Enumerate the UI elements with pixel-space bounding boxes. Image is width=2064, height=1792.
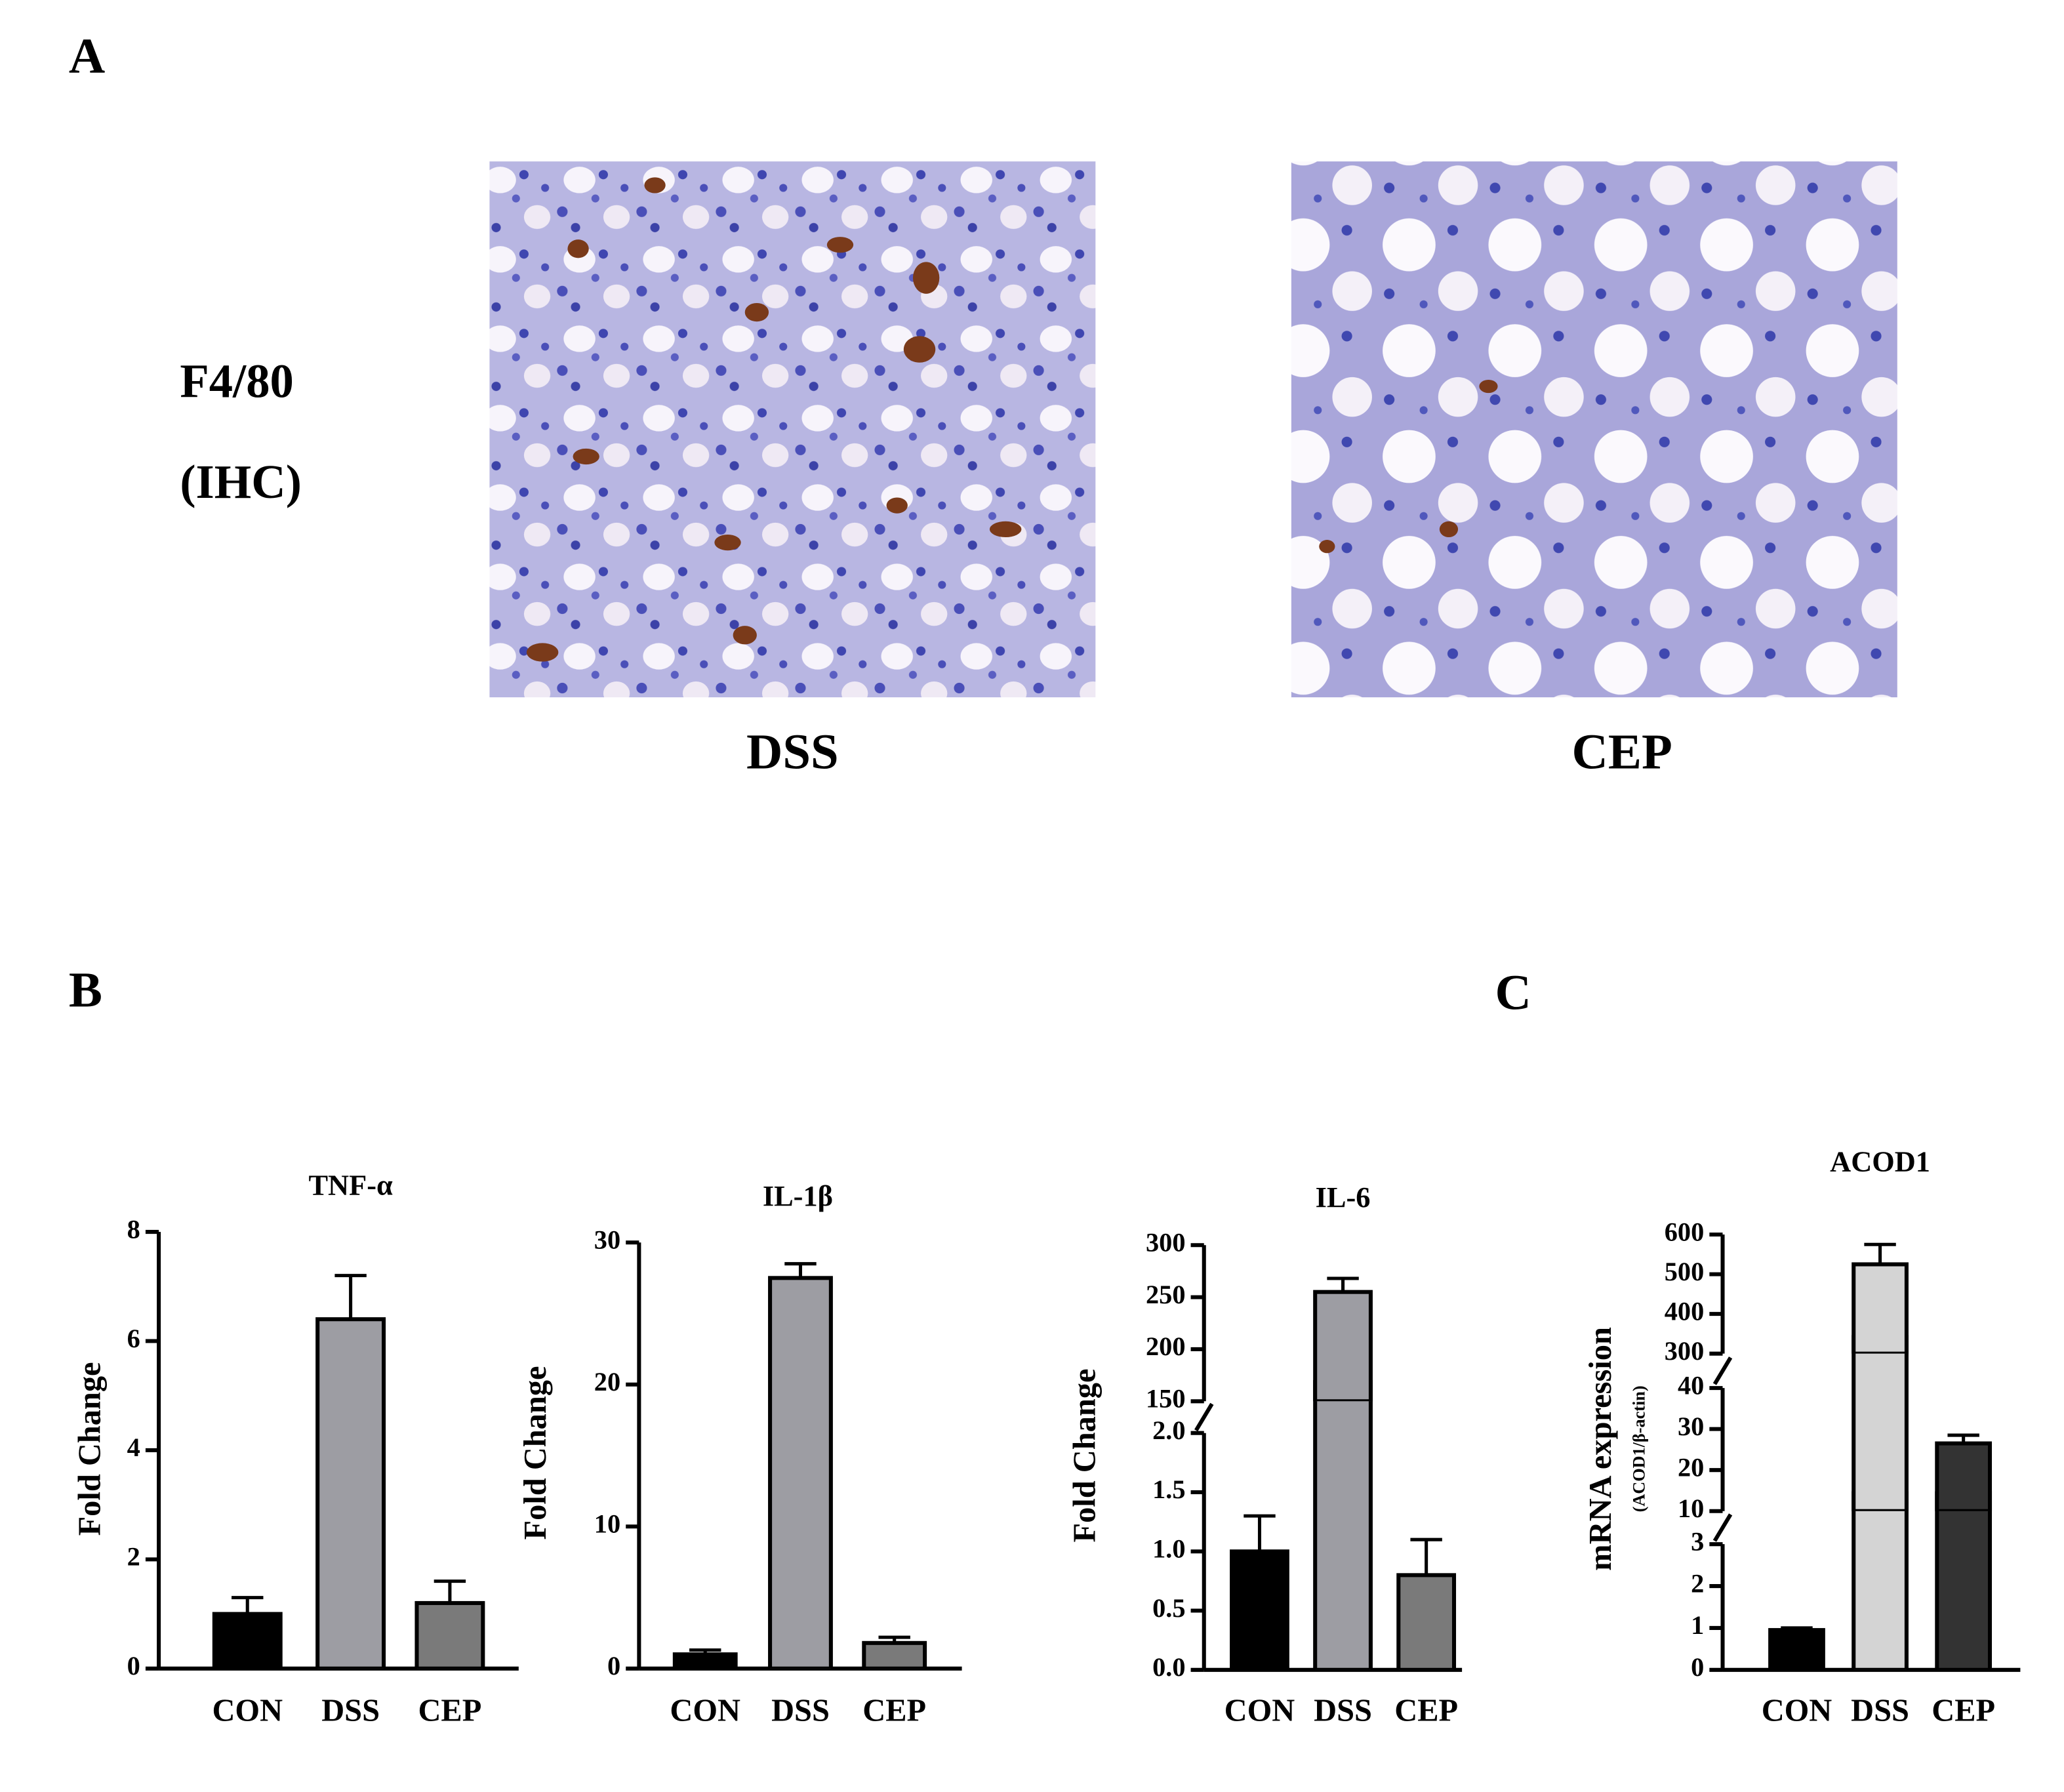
y-tick-label: 20 xyxy=(1678,1452,1704,1482)
x-tick-label: CON xyxy=(670,1693,740,1728)
y-axis-label: mRNA expression xyxy=(1583,1327,1618,1571)
error-bar xyxy=(1947,1433,1979,1444)
micrograph xyxy=(1291,161,1897,698)
error-bar xyxy=(784,1262,817,1278)
y-tick-label: 2 xyxy=(1691,1568,1704,1598)
error-bar xyxy=(1410,1537,1442,1576)
image-label: CEP xyxy=(1572,723,1672,779)
x-tick-label: CON xyxy=(1224,1693,1295,1728)
image-label: DSS xyxy=(746,723,839,779)
axis-break xyxy=(1194,1402,1214,1432)
bar xyxy=(212,1612,283,1669)
bar xyxy=(1230,1549,1289,1670)
bar xyxy=(1313,1380,1373,1670)
chart-title: TNF-α xyxy=(308,1169,393,1202)
y-tick-label: 3 xyxy=(1691,1526,1704,1556)
y-tick-label: 300 xyxy=(1665,1336,1705,1366)
y-tick-label: 2 xyxy=(127,1542,140,1572)
panel-label: C xyxy=(1495,965,1531,1021)
y-tick-label: 0 xyxy=(1691,1652,1704,1682)
stain-spots xyxy=(1319,379,1498,554)
y-tick-label: 4 xyxy=(127,1433,140,1462)
method-label: (IHC) xyxy=(180,455,302,508)
y-tick-label: 10 xyxy=(594,1509,620,1539)
y-tick-label: 400 xyxy=(1665,1296,1705,1326)
stain-spots xyxy=(526,177,1022,662)
x-tick-label: DSS xyxy=(321,1693,380,1728)
y-tick-label: 10 xyxy=(1678,1494,1704,1523)
y-tick-label: 30 xyxy=(594,1225,620,1254)
y-tick-label: 500 xyxy=(1665,1257,1705,1286)
y-tick-label: 20 xyxy=(594,1367,620,1396)
x-tick-label: CEP xyxy=(1394,1693,1458,1728)
y-tick-label: 0.0 xyxy=(1152,1652,1185,1682)
bar xyxy=(1935,1441,1993,1511)
panel-label: A xyxy=(69,28,105,83)
y-tick-label: 40 xyxy=(1678,1370,1704,1400)
x-tick-label: CEP xyxy=(862,1693,926,1728)
error-bar xyxy=(878,1635,910,1643)
error-bar xyxy=(1864,1242,1896,1265)
bar xyxy=(1313,1290,1373,1402)
bar xyxy=(1852,1335,1909,1511)
y-tick-label: 2.0 xyxy=(1152,1415,1185,1445)
y-tick-label: 0 xyxy=(607,1651,620,1680)
chart-title: IL-6 xyxy=(1316,1181,1371,1213)
y-tick-label: 1 xyxy=(1691,1610,1704,1640)
error-bar xyxy=(232,1596,264,1614)
y-axis-sublabel: (ACOD1/β-actin) xyxy=(1629,1385,1648,1512)
x-tick-label: DSS xyxy=(1314,1693,1372,1728)
y-axis-label: Fold Change xyxy=(518,1366,553,1540)
error-bar xyxy=(1244,1514,1276,1552)
chart-title: IL-1β xyxy=(763,1179,833,1212)
panel-label: B xyxy=(69,962,102,1018)
bar xyxy=(315,1317,386,1669)
y-axis-label: Fold Change xyxy=(1067,1369,1102,1543)
axis-break xyxy=(1712,1513,1733,1542)
stain-label: F4/80 xyxy=(180,355,293,408)
error-bar xyxy=(334,1274,367,1320)
y-tick-label: 250 xyxy=(1146,1280,1186,1309)
error-bar xyxy=(434,1579,466,1603)
error-bar xyxy=(1327,1276,1359,1292)
x-tick-label: DSS xyxy=(1851,1693,1909,1728)
y-axis-label: Fold Change xyxy=(72,1362,107,1536)
x-tick-label: DSS xyxy=(771,1693,830,1728)
y-tick-label: 600 xyxy=(1665,1217,1705,1246)
bar xyxy=(862,1640,927,1669)
y-tick-label: 8 xyxy=(127,1214,140,1244)
y-tick-label: 200 xyxy=(1146,1332,1186,1361)
chart-title: ACOD1 xyxy=(1830,1145,1930,1177)
bar xyxy=(1396,1573,1457,1670)
bar xyxy=(415,1600,485,1669)
bar xyxy=(1768,1628,1825,1670)
bar xyxy=(672,1652,738,1669)
y-tick-label: 1.5 xyxy=(1152,1475,1185,1504)
y-tick-label: 6 xyxy=(127,1324,140,1353)
y-tick-label: 0 xyxy=(127,1651,140,1680)
micrograph xyxy=(489,161,1096,698)
x-tick-label: CEP xyxy=(418,1693,481,1728)
bar xyxy=(1852,1491,1909,1670)
bar xyxy=(1852,1262,1909,1354)
y-tick-label: 150 xyxy=(1146,1384,1186,1414)
error-bar xyxy=(689,1648,721,1655)
x-tick-label: CEP xyxy=(1932,1693,1995,1728)
y-tick-label: 300 xyxy=(1146,1228,1186,1257)
x-tick-label: CON xyxy=(212,1693,283,1728)
bar xyxy=(1935,1491,1993,1670)
bar xyxy=(768,1276,833,1669)
y-tick-label: 0.5 xyxy=(1152,1593,1185,1623)
y-tick-label: 30 xyxy=(1678,1412,1704,1441)
axis-break xyxy=(1712,1356,1733,1385)
error-bar xyxy=(1781,1626,1813,1631)
x-tick-label: CON xyxy=(1762,1693,1832,1728)
y-tick-label: 1.0 xyxy=(1152,1534,1185,1564)
